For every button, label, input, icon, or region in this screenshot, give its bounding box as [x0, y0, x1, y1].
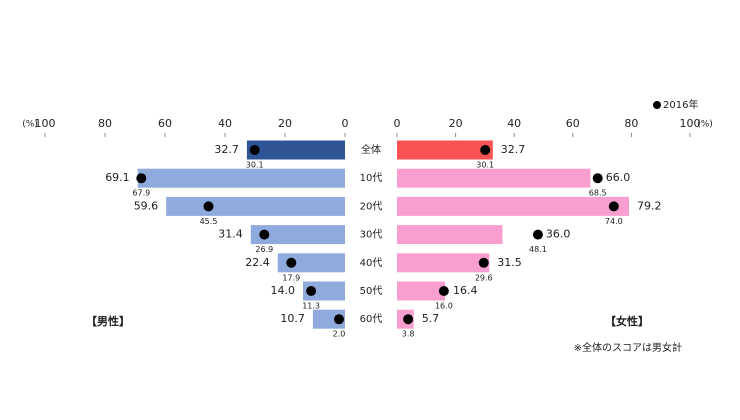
value-label: 32.7	[501, 143, 526, 156]
marker	[403, 314, 414, 325]
x-tick-label: 0	[342, 117, 349, 130]
marker-label: 3.8	[402, 330, 415, 339]
bar	[250, 225, 345, 245]
value-label: 10.7	[280, 312, 305, 325]
marker	[334, 314, 344, 325]
value-label: 32.7	[214, 143, 239, 156]
marker-label: 74.0	[605, 217, 623, 226]
marker-label: 29.6	[475, 273, 493, 282]
marker	[249, 145, 260, 155]
x-tick-label: 40	[507, 117, 521, 130]
marker-label: 68.5	[589, 189, 607, 198]
x-tick-label: 0	[394, 117, 401, 130]
marker	[136, 173, 147, 184]
bar	[312, 309, 345, 329]
marker-label: 26.9	[255, 245, 273, 254]
series-name: 【女性】	[605, 314, 649, 328]
value-label: 69.1	[105, 171, 130, 184]
x-tick-label: 40	[218, 117, 232, 130]
marker	[203, 201, 214, 212]
series-name: 【男性】	[86, 314, 130, 328]
legend-label: 2016年	[663, 98, 698, 111]
category-label: 20代	[360, 200, 383, 212]
bar	[397, 196, 630, 216]
bar	[397, 225, 503, 245]
category-label: 50代	[360, 285, 383, 297]
value-label: 31.4	[218, 228, 243, 241]
x-tick-label: 60	[158, 117, 172, 130]
marker	[608, 201, 619, 212]
category-label: 60代	[360, 313, 383, 325]
bar	[397, 253, 490, 273]
value-label: 22.4	[245, 256, 270, 269]
value-label: 5.7	[422, 312, 440, 325]
x-tick-label: 100	[680, 117, 701, 130]
marker-label: 30.1	[476, 161, 494, 170]
value-label: 66.0	[606, 171, 631, 184]
bar	[397, 140, 493, 160]
x-tick-label: 60	[566, 117, 580, 130]
marker-label: 16.0	[435, 302, 453, 311]
bar	[137, 168, 345, 188]
category-label: 全体	[361, 143, 381, 156]
value-label: 79.2	[637, 199, 662, 212]
bar	[246, 140, 345, 160]
category-label: 40代	[360, 257, 383, 269]
x-tick-label: 20	[449, 117, 463, 130]
value-label: 14.0	[271, 284, 296, 297]
marker-label: 17.9	[282, 273, 300, 282]
marker-label: 67.9	[132, 189, 150, 198]
x-tick-label: 100	[35, 117, 56, 130]
bar	[166, 196, 345, 216]
bar	[277, 253, 345, 273]
marker-label: 45.5	[200, 217, 218, 226]
value-label: 59.6	[134, 199, 159, 212]
marker-label: 48.1	[529, 245, 547, 254]
x-tick-label: 80	[98, 117, 112, 130]
category-label: 30代	[360, 229, 383, 241]
marker	[286, 257, 297, 268]
axis-unit: (%)	[22, 120, 38, 130]
bar	[303, 281, 345, 301]
value-label: 36.0	[546, 228, 571, 241]
marker	[592, 173, 603, 184]
bar	[397, 281, 446, 301]
x-tick-label: 20	[278, 117, 292, 130]
marker	[478, 257, 489, 268]
marker	[532, 229, 543, 240]
axis-unit: (%)	[697, 120, 713, 130]
marker-label: 11.3	[302, 302, 320, 311]
marker	[259, 229, 270, 240]
marker	[306, 286, 317, 296]
note: ※全体のスコアは男女計	[574, 341, 682, 354]
marker	[480, 145, 491, 155]
bar	[397, 168, 591, 188]
legend-marker	[653, 101, 661, 109]
marker	[438, 286, 449, 296]
value-label: 31.5	[497, 256, 522, 269]
category-label: 10代	[360, 172, 383, 184]
value-label: 16.4	[453, 284, 478, 297]
marker-label: 2.0	[333, 330, 346, 339]
marker-label: 30.1	[246, 161, 264, 170]
x-tick-label: 80	[624, 117, 638, 130]
